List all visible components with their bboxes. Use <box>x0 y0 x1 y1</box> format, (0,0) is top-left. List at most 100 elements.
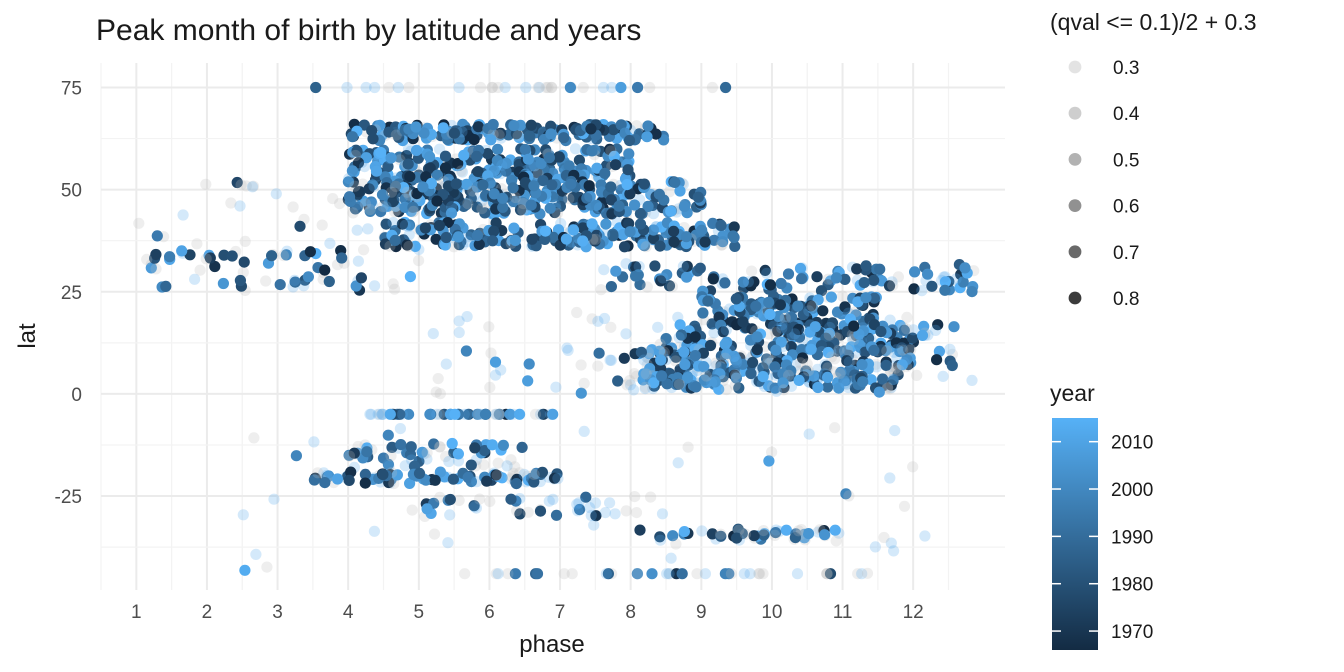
data-point <box>433 219 445 232</box>
color-tick-label: 2000 <box>1111 480 1153 501</box>
x-axis-title: phase <box>519 631 584 658</box>
data-point <box>462 471 474 484</box>
data-point <box>898 356 910 369</box>
data-point <box>361 446 373 458</box>
data-point <box>343 474 355 486</box>
data-point <box>368 525 380 537</box>
alpha-legend-label: 0.7 <box>1113 243 1139 264</box>
data-point <box>352 255 364 267</box>
data-point <box>486 81 498 94</box>
data-point <box>807 370 820 382</box>
data-point <box>624 226 636 238</box>
data-point <box>833 382 845 394</box>
data-point <box>604 354 616 366</box>
data-point <box>629 491 641 503</box>
data-point <box>675 329 688 341</box>
data-point <box>946 359 958 372</box>
data-point <box>623 134 636 147</box>
data-point <box>462 198 474 210</box>
data-point <box>514 493 526 505</box>
data-point <box>770 524 782 536</box>
data-point <box>390 180 402 192</box>
data-point <box>425 177 437 190</box>
data-point <box>522 375 534 387</box>
data-point <box>860 292 872 304</box>
data-point <box>822 371 834 383</box>
data-point <box>869 541 882 553</box>
alpha-legend-key <box>1068 153 1082 166</box>
data-point <box>690 381 702 393</box>
data-point <box>547 231 560 243</box>
data-point <box>868 292 881 304</box>
data-point <box>938 271 950 283</box>
data-point <box>355 272 367 284</box>
data-point <box>766 446 778 458</box>
data-point <box>650 128 662 140</box>
data-point <box>489 369 502 381</box>
data-point <box>429 474 441 486</box>
y-tick-label: 25 <box>61 283 82 304</box>
data-point <box>689 331 701 343</box>
data-point <box>731 356 743 369</box>
data-point <box>792 323 805 336</box>
data-point <box>663 186 676 198</box>
data-point <box>868 274 880 286</box>
data-point <box>396 192 408 204</box>
data-point <box>657 272 669 284</box>
data-point <box>843 490 855 502</box>
data-point <box>798 372 810 384</box>
data-point <box>543 495 555 507</box>
data-point <box>434 441 446 453</box>
data-point <box>376 408 388 420</box>
data-point <box>403 240 415 253</box>
data-point <box>727 230 739 242</box>
data-point <box>528 468 540 480</box>
data-point <box>709 376 721 388</box>
data-point <box>586 218 598 230</box>
data-point <box>639 383 651 395</box>
data-point <box>720 81 732 94</box>
data-point <box>350 280 362 292</box>
data-point <box>537 175 549 187</box>
data-point <box>882 382 894 394</box>
data-point <box>351 145 363 157</box>
data-point <box>268 493 280 505</box>
data-point <box>667 530 679 542</box>
data-point <box>509 191 521 204</box>
chart-title: Peak month of birth by latitude and year… <box>96 14 641 47</box>
data-point <box>417 181 429 193</box>
data-point <box>564 81 577 94</box>
data-point <box>566 224 578 236</box>
data-point <box>514 408 526 420</box>
data-point <box>896 342 908 354</box>
data-point <box>434 466 446 478</box>
x-tick-label: 4 <box>343 602 354 623</box>
data-point <box>499 81 511 94</box>
data-point <box>421 503 433 515</box>
data-point <box>649 260 661 272</box>
data-point <box>815 285 828 297</box>
data-point <box>706 318 718 330</box>
data-point <box>670 538 682 550</box>
data-point <box>493 129 505 141</box>
data-point <box>957 276 969 288</box>
data-point <box>396 218 408 230</box>
data-point <box>634 208 647 220</box>
data-point <box>624 375 636 387</box>
data-point <box>634 279 646 291</box>
data-point <box>351 224 363 236</box>
data-point <box>304 246 316 258</box>
data-point <box>434 491 446 503</box>
data-point <box>641 281 653 293</box>
data-point <box>565 178 577 190</box>
data-point <box>514 204 527 216</box>
data-point <box>490 408 502 420</box>
data-point <box>448 127 460 139</box>
data-point <box>730 369 742 381</box>
data-point <box>217 277 229 290</box>
data-point <box>471 150 483 162</box>
color-bar <box>1052 418 1098 650</box>
data-point <box>931 354 943 366</box>
data-point <box>909 266 921 278</box>
data-point <box>517 204 529 216</box>
